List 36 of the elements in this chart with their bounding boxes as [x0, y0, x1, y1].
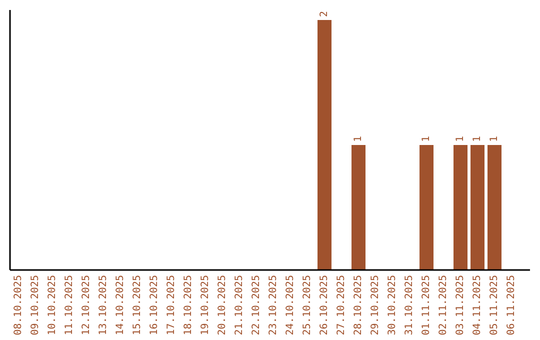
x-tick-label: 12.10.2025 — [81, 275, 92, 336]
x-tick-label: 19.10.2025 — [200, 275, 211, 336]
data-label: 1 — [353, 136, 364, 142]
x-tick-label: 09.10.2025 — [30, 275, 41, 336]
x-tick-label: 31.10.2025 — [404, 275, 415, 336]
x-tick-label: 29.10.2025 — [370, 275, 381, 336]
x-tick-label: 04.11.2025 — [472, 275, 483, 336]
data-label: 2 — [319, 10, 330, 17]
x-tick-label: 18.10.2025 — [183, 275, 194, 336]
x-tick-label: 24.10.2025 — [285, 275, 296, 336]
data-label: 1 — [489, 136, 500, 142]
data-label: 1 — [472, 136, 483, 142]
x-tick-label: 20.10.2025 — [217, 275, 228, 336]
x-tick-label: 14.10.2025 — [115, 275, 126, 336]
x-tick-label: 25.10.2025 — [302, 275, 313, 336]
x-tick-label: 15.10.2025 — [132, 275, 143, 336]
x-tick-label: 08.10.2025 — [13, 275, 24, 336]
x-tick-label: 23.10.2025 — [268, 275, 279, 336]
x-tick-label: 16.10.2025 — [149, 275, 160, 336]
x-tick-label: 30.10.2025 — [387, 275, 398, 336]
x-tick-label: 28.10.2025 — [353, 275, 364, 336]
x-tick-label: 05.11.2025 — [489, 275, 500, 336]
x-tick-label: 06.11.2025 — [506, 275, 517, 336]
x-tick-label: 13.10.2025 — [98, 275, 109, 336]
x-tick-label: 27.10.2025 — [336, 275, 347, 336]
x-tick-label: 22.10.2025 — [251, 275, 262, 336]
x-tick-label: 10.10.2025 — [47, 275, 58, 336]
x-tick-label: 11.10.2025 — [64, 275, 75, 336]
x-tick-label: 17.10.2025 — [166, 275, 177, 336]
data-label: 1 — [455, 136, 466, 142]
x-tick-label: 21.10.2025 — [234, 275, 245, 336]
x-tick-label: 02.11.2025 — [438, 275, 449, 336]
x-tick-label: 03.11.2025 — [455, 275, 466, 336]
x-tick-label: 01.11.2025 — [421, 275, 432, 336]
x-tick-label: 26.10.2025 — [319, 275, 330, 336]
data-label: 1 — [421, 136, 432, 142]
